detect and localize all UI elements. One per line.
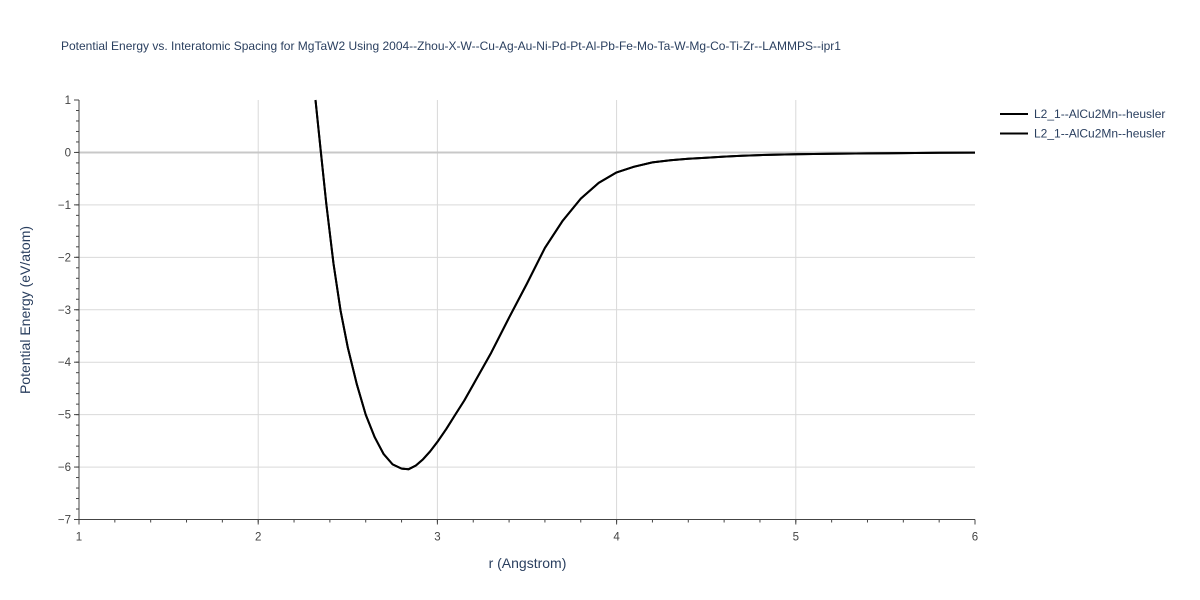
x-tick-label: 5 [793, 532, 799, 544]
series-line-2 [314, 99, 976, 471]
x-axis-title: r (Angstrom) [489, 555, 567, 571]
series-line-1 [314, 99, 976, 471]
y-tick-label: −4 [58, 357, 72, 369]
y-tick-label: −2 [58, 252, 71, 264]
legend: L2_1--AlCu2Mn--heusler L2_1--AlCu2Mn--heu… [1000, 107, 1165, 141]
x-tick-label: 1 [76, 532, 82, 544]
chart-title: Potential Energy vs. Interatomic Spacing… [61, 39, 841, 53]
grid-layer [79, 100, 975, 520]
y-tick-label: 0 [65, 147, 71, 159]
legend-label-2: L2_1--AlCu2Mn--heusler [1034, 127, 1165, 141]
y-tick-label: −6 [58, 462, 71, 474]
y-tick-label: −7 [58, 515, 71, 527]
series-layer [314, 99, 976, 471]
y-axis-title: Potential Energy (eV/atom) [17, 226, 33, 394]
axis-layer: 1 2 3 4 5 6 1 0 −1 −2 −3 −4 −5 −6 −7 [58, 95, 978, 544]
y-tick-label: −1 [58, 200, 71, 212]
x-tick-label: 6 [972, 532, 978, 544]
y-tick-label: −5 [58, 410, 71, 422]
y-tick-label: −3 [58, 305, 71, 317]
x-tick-label: 2 [255, 532, 261, 544]
x-tick-label: 3 [434, 532, 440, 544]
x-tick-label: 4 [613, 532, 620, 544]
legend-label-1: L2_1--AlCu2Mn--heusler [1034, 107, 1165, 121]
y-tick-label: 1 [65, 95, 71, 107]
